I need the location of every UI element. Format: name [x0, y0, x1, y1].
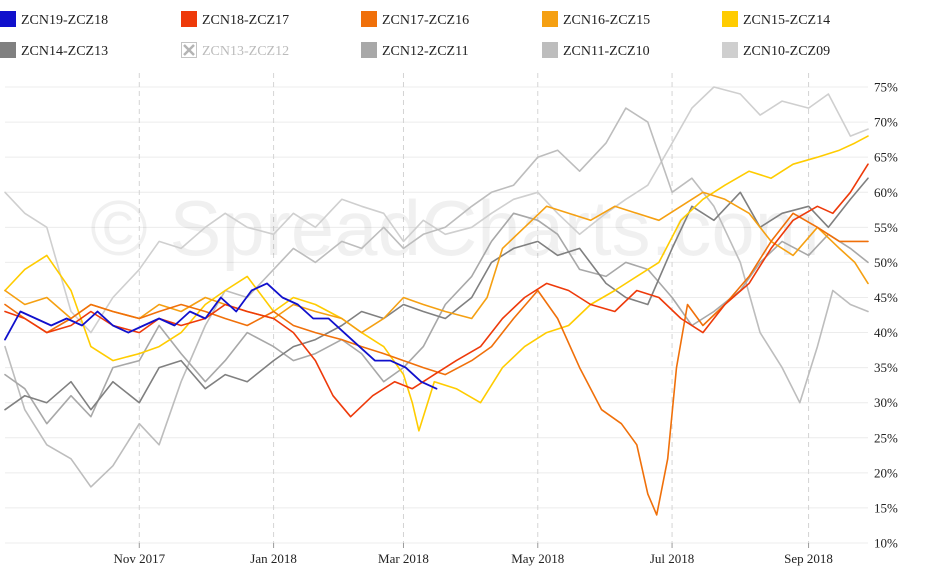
legend-item-zcn17-zcz16[interactable]: ZCN17-ZCZ16 — [361, 11, 469, 28]
legend-label: ZCN17-ZCZ16 — [382, 13, 469, 28]
legend-item-zcn12-zcz11[interactable]: ZCN12-ZCZ11 — [361, 42, 469, 59]
y-tick-label: 25% — [874, 430, 898, 445]
watermark: © SpreadCharts.com — [90, 184, 819, 272]
y-tick-label: 20% — [874, 465, 898, 480]
series-line-zcn16-zcz15 — [4, 191, 869, 334]
x-tick-label: Jul 2018 — [650, 551, 694, 566]
x-tick-label: May 2018 — [511, 551, 564, 566]
legend-item-zcn15-zcz14[interactable]: ZCN15-ZCZ14 — [722, 11, 830, 28]
y-tick-label: 65% — [874, 150, 898, 165]
hidden-series-x-icon — [181, 42, 197, 58]
legend-item-zcn11-zcz10[interactable]: ZCN11-ZCZ10 — [542, 42, 650, 59]
legend-swatch — [0, 11, 16, 27]
legend-swatch — [361, 42, 377, 58]
x-tick-label: Jan 2018 — [250, 551, 297, 566]
series-line-zcn19-zcz18 — [4, 282, 438, 390]
series-line-zcn18-zcz17 — [4, 163, 869, 418]
legend-swatch — [181, 11, 197, 27]
legend-label: ZCN14-ZCZ13 — [21, 44, 108, 59]
y-tick-label: 35% — [874, 360, 898, 375]
y-tick-label: 40% — [874, 325, 898, 340]
legend-swatch — [0, 42, 16, 58]
legend-swatch — [722, 11, 738, 27]
y-tick-label: 10% — [874, 536, 898, 551]
y-tick-label: 50% — [874, 255, 898, 270]
series-line-zcn14-zcz13 — [4, 177, 869, 411]
legend-label: ZCN13-ZCZ12 — [202, 44, 289, 59]
x-tick-label: Nov 2017 — [113, 551, 165, 566]
series-line-zcn17-zcz16 — [4, 212, 869, 516]
legend-item-zcn13-zcz12[interactable]: ZCN13-ZCZ12 — [181, 42, 290, 60]
legend-swatch — [542, 11, 558, 27]
y-tick-label: 45% — [874, 290, 898, 305]
y-tick-label: 70% — [874, 115, 898, 130]
legend-item-zcn18-zcz17[interactable]: ZCN18-ZCZ17 — [181, 11, 289, 28]
x-tick-label: Mar 2018 — [378, 551, 429, 566]
legend-swatch — [722, 42, 738, 58]
legend-label: ZCN19-ZCZ18 — [21, 13, 108, 28]
legend-label: ZCN11-ZCZ10 — [563, 44, 650, 59]
legend-item-zcn16-zcz15[interactable]: ZCN16-ZCZ15 — [542, 11, 650, 28]
legend-label: ZCN10-ZCZ09 — [743, 44, 830, 59]
legend-label: ZCN16-ZCZ15 — [563, 13, 650, 28]
series-line-zcn15-zcz14 — [4, 135, 869, 432]
legend-item-zcn10-zcz09[interactable]: ZCN10-ZCZ09 — [722, 42, 830, 59]
legend-swatch — [361, 11, 377, 27]
legend-swatch — [542, 42, 558, 58]
y-tick-label: 15% — [874, 500, 898, 515]
y-axis: 10% 15% 20% 25% 30% 35% 40% 45% 50% 55% 60% 65% 70% 7… — [874, 80, 898, 551]
y-tick-label: 55% — [874, 220, 898, 235]
series-layer — [4, 86, 869, 516]
legend-label: ZCN15-ZCZ14 — [743, 13, 830, 28]
gridlines — [5, 73, 868, 544]
y-tick-label: 30% — [874, 395, 898, 410]
x-tick-label: Sep 2018 — [784, 551, 833, 566]
legend-label: ZCN18-ZCZ17 — [202, 13, 289, 28]
legend: ZCN19-ZCZ18 ZCN18-ZCZ17 ZCN17-ZCZ16 ZCN16-Z… — [0, 11, 830, 59]
y-tick-label: 60% — [874, 185, 898, 200]
y-tick-label: 75% — [874, 80, 898, 95]
legend-label: ZCN12-ZCZ11 — [382, 44, 469, 59]
series-line-zcn10-zcz09 — [4, 86, 869, 334]
legend-item-zcn14-zcz13[interactable]: ZCN14-ZCZ13 — [0, 42, 108, 59]
x-axis: Nov 2017 Jan 2018 Mar 2018 May 2018 Jul 2018… — [113, 543, 833, 566]
legend-item-zcn19-zcz18[interactable]: ZCN19-ZCZ18 — [0, 11, 108, 28]
